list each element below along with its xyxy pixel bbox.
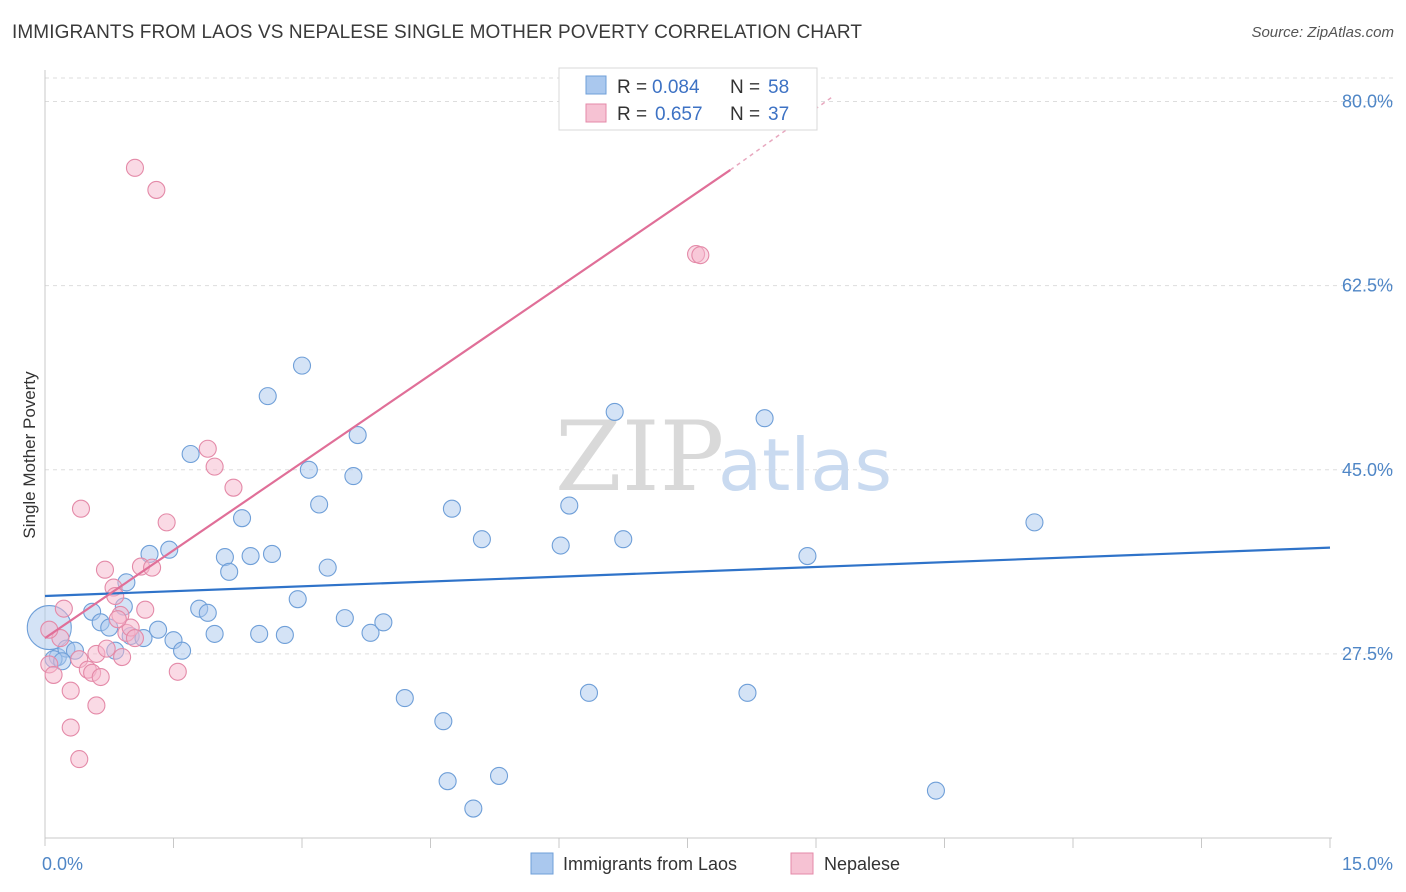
- nepalese-point-1: [44, 665, 63, 684]
- trend-lines: [44, 95, 1331, 640]
- stats-r-value-nepalese: 0.657: [655, 104, 703, 125]
- laos-point-22: [232, 509, 252, 528]
- y-tick-label-0: 27.5%: [1342, 644, 1393, 664]
- laos-point-19: [205, 624, 224, 643]
- laos-point-54: [1025, 513, 1044, 532]
- nepalese-point-26: [157, 513, 176, 532]
- nepalese-point-22: [125, 629, 144, 648]
- y-tick-label-3: 80.0%: [1342, 92, 1393, 112]
- nepalese-point-34: [691, 246, 710, 265]
- laos-point-39: [434, 712, 453, 731]
- stats-r-value-laos: 0.084: [652, 77, 700, 98]
- laos-point-48: [605, 402, 624, 421]
- series-legend: Immigrants from Laos Nepalese: [530, 852, 900, 875]
- nepalese-point-8: [71, 499, 91, 518]
- series-nepalese-points: [40, 158, 710, 769]
- laos-point-38: [395, 689, 414, 708]
- watermark-zip: ZIP: [555, 401, 724, 513]
- laos-point-24: [250, 624, 269, 643]
- watermark: ZIP atlas: [555, 401, 892, 513]
- stats-n-value-nepalese: 37: [768, 104, 789, 125]
- nepalese-point-13: [91, 667, 110, 687]
- laos-point-34: [344, 467, 363, 486]
- axes: [44, 70, 1332, 848]
- stats-n-label-nepalese: N =: [730, 104, 760, 125]
- legend-label-nepalese: Nepalese: [824, 854, 900, 874]
- laos-point-21: [220, 562, 239, 581]
- laos-point-13: [160, 540, 179, 559]
- laos-point-42: [464, 799, 483, 818]
- stats-n-value-laos: 58: [768, 77, 789, 98]
- stats-swatch-laos: [585, 75, 607, 95]
- laos-point-50: [738, 683, 757, 702]
- nepalese-point-24: [136, 600, 155, 619]
- nepalese-point-36: [108, 610, 127, 629]
- laos-point-35: [348, 426, 367, 445]
- laos-point-16: [181, 444, 200, 464]
- laos-point-46: [560, 496, 579, 515]
- nepalese-point-3: [54, 599, 73, 618]
- laos-point-26: [262, 544, 282, 563]
- nepalese-point-29: [205, 457, 224, 476]
- legend-swatch-laos: [530, 852, 554, 875]
- laos-point-29: [292, 356, 312, 375]
- nepalese-point-14: [95, 560, 115, 579]
- trend-line-laos: [44, 546, 1331, 598]
- laos-point-51: [755, 409, 774, 428]
- laos-point-27: [275, 625, 294, 645]
- laos-point-45: [551, 536, 570, 555]
- laos-point-25: [258, 387, 277, 406]
- laos-point-43: [472, 530, 491, 549]
- gridlines: [45, 77, 1393, 655]
- laos-point-33: [335, 609, 354, 628]
- laos-point-49: [614, 530, 633, 549]
- nepalese-point-15: [97, 639, 116, 658]
- nepalese-point-6: [70, 750, 89, 769]
- laos-point-41: [442, 499, 461, 518]
- stats-r-label-nepalese: R =: [617, 104, 647, 125]
- laos-point-31: [310, 495, 329, 514]
- laos-point-47: [579, 683, 599, 702]
- nepalese-point-30: [224, 478, 243, 497]
- laos-point-53: [926, 781, 945, 800]
- x-tick-label-0: 0.0%: [42, 854, 83, 874]
- nepalese-point-31: [125, 158, 144, 177]
- nepalese-point-28: [198, 439, 217, 458]
- x-tick-label-1: 15.0%: [1342, 854, 1393, 874]
- nepalese-point-4: [61, 681, 80, 700]
- trend-line-nepalese: [44, 169, 731, 640]
- legend-swatch-nepalese: [790, 852, 814, 875]
- stats-legend: R = 0.084 N = 58 R = 0.657 N = 37: [558, 67, 818, 131]
- nepalese-point-19: [113, 647, 132, 667]
- source-credit: Source: ZipAtlas.com: [1251, 24, 1394, 41]
- watermark-atlas: atlas: [718, 423, 892, 507]
- tick-labels: 27.5% 45.0% 62.5% 80.0% 0.0% 15.0%: [42, 92, 1393, 874]
- laos-point-18: [198, 603, 217, 622]
- laos-point-40: [438, 772, 457, 791]
- stats-n-label-laos: N =: [730, 77, 760, 98]
- laos-point-36: [361, 623, 380, 642]
- laos-point-15: [173, 641, 192, 660]
- laos-point-28: [288, 590, 307, 609]
- laos-point-37: [374, 613, 393, 632]
- laos-point-23: [241, 546, 260, 566]
- laos-point-44: [489, 766, 509, 785]
- laos-point-30: [299, 460, 318, 479]
- laos-point-12: [149, 620, 168, 639]
- y-tick-label-2: 62.5%: [1342, 276, 1393, 296]
- nepalese-point-32: [147, 180, 166, 199]
- laos-point-52: [798, 546, 817, 566]
- chart-title: IMMIGRANTS FROM LAOS VS NEPALESE SINGLE …: [12, 22, 863, 43]
- stats-swatch-nepalese: [585, 103, 607, 123]
- nepalese-point-11: [87, 696, 106, 715]
- nepalese-point-27: [168, 662, 187, 681]
- y-tick-label-1: 45.0%: [1342, 460, 1393, 480]
- nepalese-point-5: [61, 718, 80, 737]
- laos-point-32: [318, 558, 337, 577]
- legend-label-laos: Immigrants from Laos: [563, 854, 737, 874]
- stats-r-label-laos: R =: [617, 77, 647, 98]
